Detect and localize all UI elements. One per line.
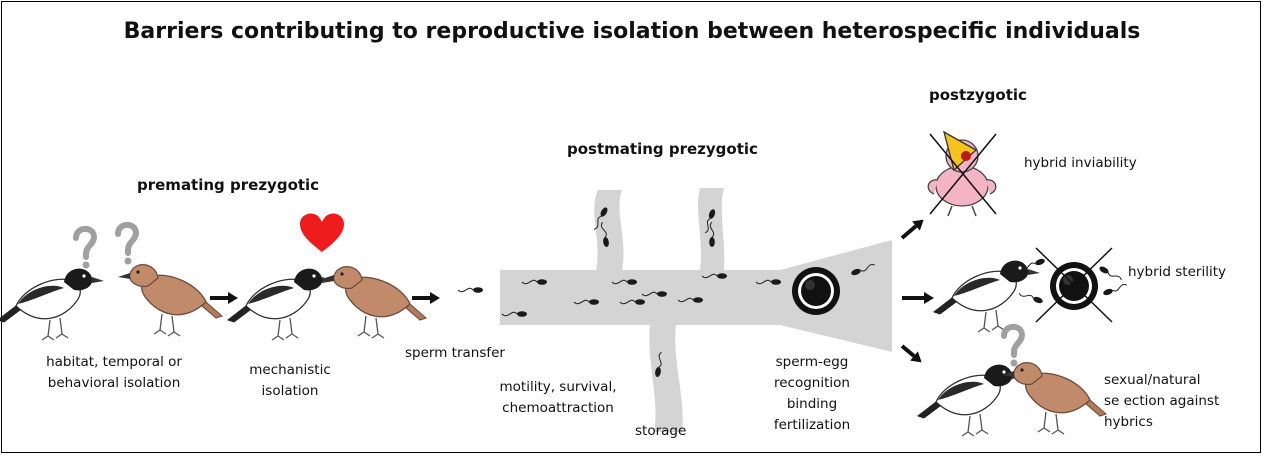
arrow-icon [900, 344, 926, 368]
question-mark-icon [76, 229, 94, 269]
egg-icon [792, 267, 840, 315]
question-mark-icon [1004, 327, 1022, 367]
brown-bird-icon [1001, 361, 1107, 435]
postmating-prezygotic-heading: postmating prezygotic [567, 140, 758, 158]
brown-bird-icon [117, 263, 223, 337]
diagram-title: Barriers contributing to reproductive is… [123, 19, 1141, 44]
sperm-icon [1097, 264, 1124, 283]
question-mark-icon [118, 225, 136, 265]
arrow-icon [900, 214, 928, 240]
hybrid-chick-icon [927, 130, 997, 217]
cross-icon [1035, 247, 1113, 323]
habitat-isolation-label: habitat, temporal or behavioral isolatio… [46, 354, 182, 391]
brown-bird-icon [321, 265, 427, 339]
sperm-icon [457, 286, 484, 294]
hybrid-sterility-label: hybrid sterility [1128, 264, 1226, 280]
postzygotic-heading: postzygotic [929, 86, 1027, 104]
hybrid-inviability-label: hybrid inviability [1024, 155, 1137, 171]
arrow-icon [210, 292, 238, 304]
black-white-bird-icon [0, 267, 105, 341]
sperm-icon [1101, 282, 1129, 297]
arrow-icon [902, 292, 934, 304]
mechanistic-isolation-label: mechanistic isolation [249, 362, 331, 399]
reproductive-tract [500, 188, 892, 432]
black-white-bird-icon [227, 267, 335, 341]
selection-label: sexual/natural se ection against hybrics [1104, 372, 1220, 430]
heart-icon [300, 213, 344, 252]
arrow-icon [412, 292, 440, 304]
premating-prezygotic-heading: premating prezygotic [137, 176, 320, 194]
sperm-egg-label: sperm-egg recognition binding fertilizat… [773, 354, 851, 433]
storage-label: storage [635, 423, 687, 439]
sperm-transfer-label: sperm transfer [405, 345, 505, 361]
sperm-icon [1017, 290, 1045, 305]
motility-label: motility, survival, chemoattraction [499, 379, 617, 416]
